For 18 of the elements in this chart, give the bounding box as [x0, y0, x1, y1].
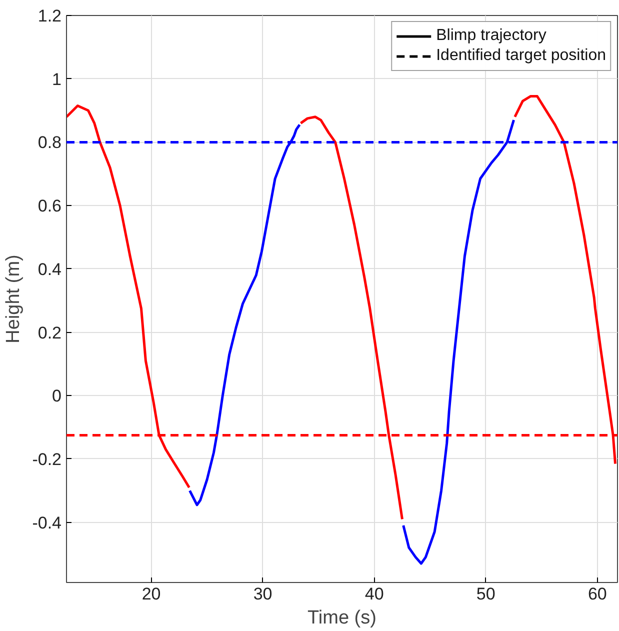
x-tick-label: 50 [476, 584, 496, 604]
y-tick-label: 1 [52, 70, 62, 89]
annotation: Identified target position [436, 47, 606, 65]
x-axis-title: Time (s) [308, 608, 376, 628]
x-tick-label: 30 [253, 584, 272, 604]
y-tick-label: 0.2 [38, 323, 62, 342]
y-tick-label: 1.2 [38, 6, 62, 26]
y-tick-label: 0 [52, 386, 62, 406]
y-tick-label: -0.2 [32, 450, 62, 469]
x-tick-label: 20 [142, 584, 161, 604]
y-tick-label: -0.4 [32, 513, 62, 532]
annotation: Blimp trajectory [436, 27, 546, 45]
y-tick-label: 0.8 [38, 133, 62, 152]
x-tick-label: 60 [588, 584, 607, 604]
y-tick-label: 0.6 [38, 196, 62, 216]
x-tick-label: 40 [364, 584, 384, 604]
y-axis-title: Height (m) [3, 254, 24, 344]
y-tick-label: 0.4 [38, 260, 62, 279]
